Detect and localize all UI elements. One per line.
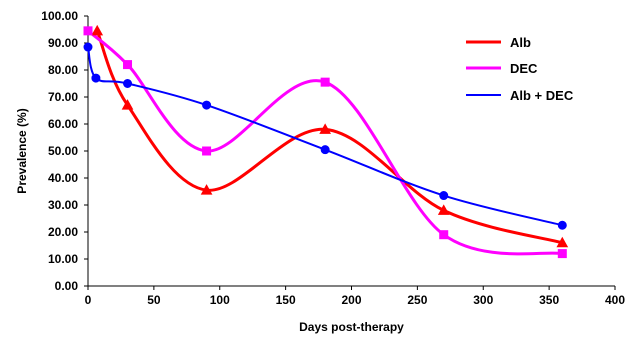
x-tick-label: 250	[407, 293, 427, 307]
x-tick-label: 200	[341, 293, 361, 307]
x-tick-label: 350	[539, 293, 559, 307]
data-point-alb-dec	[557, 220, 567, 230]
y-tick-label: 50.00	[48, 144, 78, 158]
y-tick-label: 90.00	[48, 36, 78, 50]
data-point-alb	[437, 204, 450, 215]
data-point-alb	[319, 123, 331, 134]
data-point-alb-dec	[83, 42, 93, 52]
y-tick-label: 80.00	[48, 63, 78, 77]
data-point-dec	[83, 26, 93, 36]
y-tick-label: 30.00	[48, 198, 78, 212]
y-tick-label: 10.00	[48, 252, 78, 266]
y-tick-label: 40.00	[48, 171, 78, 185]
y-axis-title: Prevalence (%)	[15, 108, 29, 193]
y-tick-label: 60.00	[48, 117, 78, 131]
data-point-alb-dec	[202, 100, 212, 110]
axes	[87, 16, 615, 287]
legend-label-alb-dec: Alb + DEC	[510, 88, 574, 103]
y-tick-label: 20.00	[48, 225, 78, 239]
x-tick-label: 50	[147, 293, 161, 307]
x-tick-label: 0	[85, 293, 92, 307]
series-line-alb	[95, 30, 563, 245]
data-point-dec	[320, 77, 330, 87]
x-tick-label: 400	[605, 293, 625, 307]
data-point-dec	[557, 249, 567, 259]
data-point-alb	[121, 99, 134, 110]
x-axis-title: Days post-therapy	[299, 320, 404, 334]
series-line-alb-dec	[87, 46, 563, 227]
y-tick-label: 70.00	[48, 90, 78, 104]
x-tick-label: 300	[473, 293, 493, 307]
data-point-alb	[556, 236, 569, 248]
data-point-dec	[123, 60, 133, 70]
y-tick-label: 0.00	[55, 279, 79, 293]
legend: Alb DEC Alb + DEC	[466, 35, 574, 103]
x-tick-label: 150	[276, 293, 296, 307]
data-point-alb-dec	[439, 191, 449, 201]
y-tick-label: 100.00	[41, 9, 78, 23]
data-point-alb	[200, 184, 213, 195]
data-point-alb-dec	[320, 145, 330, 155]
data-point-alb-dec	[123, 79, 133, 88]
series-lines	[87, 29, 563, 256]
ticks: 0.00 10.00 20.00 30.00 40.00 50.00 60.00 70.00 8…	[41, 9, 625, 307]
data-point-alb	[91, 24, 104, 36]
x-tick-label: 100	[210, 293, 230, 307]
data-point-dec	[202, 146, 212, 156]
data-point-dec	[439, 230, 449, 240]
data-point-alb-dec	[91, 73, 101, 83]
legend-label-dec: DEC	[510, 61, 538, 76]
legend-label-alb: Alb	[510, 35, 531, 50]
series-markers	[83, 24, 569, 259]
series-line-dec	[87, 29, 563, 256]
